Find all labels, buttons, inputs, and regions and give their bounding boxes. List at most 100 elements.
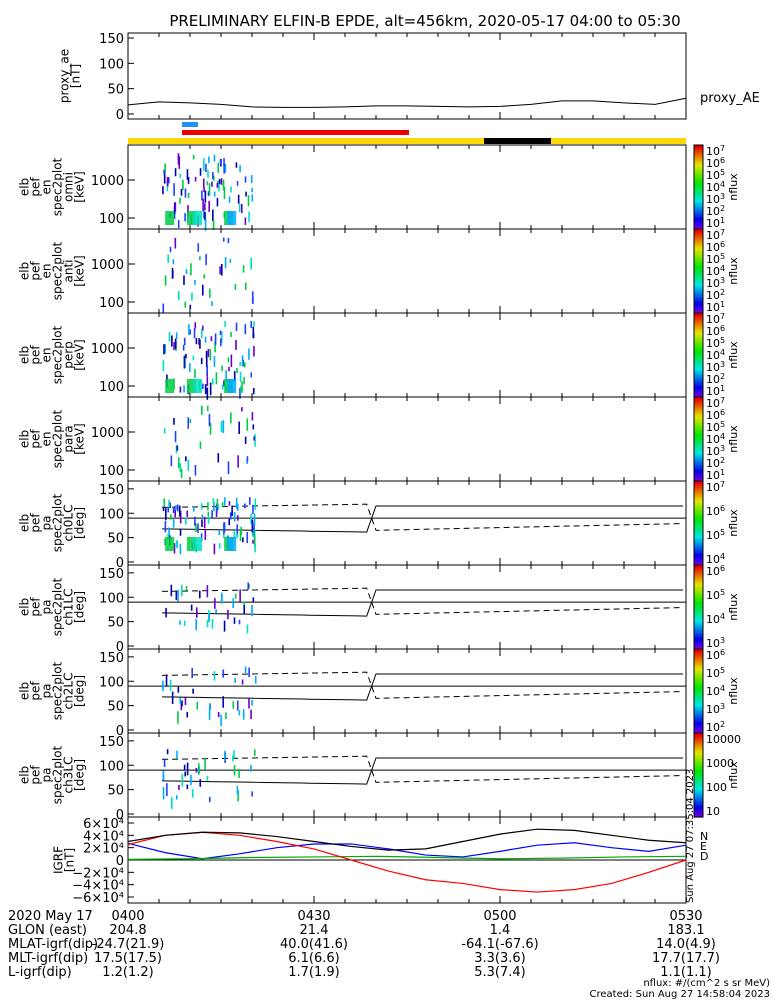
y-axis-label-line: pef [29, 261, 43, 281]
spectrogram-pixel [213, 501, 215, 512]
spectrogram-pixel [242, 265, 245, 273]
colorbar-swatch [694, 508, 703, 511]
colorbar-swatch [694, 245, 703, 249]
spectrogram-pixel [204, 528, 207, 540]
colorbar-swatch [694, 525, 703, 528]
colorbar-swatch [694, 329, 703, 333]
colorbar-swatch [694, 632, 703, 635]
spectrogram-band [193, 379, 203, 393]
y-axis-label-line: elb [18, 262, 32, 280]
spectrogram-pixel [180, 704, 183, 711]
colorbar-swatch [694, 268, 703, 272]
colorbar-swatch [694, 262, 703, 266]
colorbar-tick-label: 102 [706, 456, 725, 470]
tick-base: 10 [706, 469, 720, 482]
colorbar-swatch [694, 443, 703, 446]
spectrogram-pixel [177, 711, 179, 724]
y-axis-label-line: ch1LC [62, 589, 76, 626]
tick-base: 10 [706, 241, 720, 254]
spectrogram-pixel [186, 510, 189, 517]
y-axis-label-line: elb [18, 430, 32, 448]
spectrogram-pixel [173, 342, 175, 350]
colorbar-swatch [694, 651, 703, 654]
y-axis-label-line: pef [29, 597, 43, 617]
tick-base: 10 [706, 703, 720, 716]
colorbar-swatch [694, 638, 703, 642]
colorbar-swatch [694, 672, 703, 675]
y-tick-label: 150 [99, 567, 124, 582]
spectrogram-pixel [239, 531, 242, 541]
tick-exponent: 5 [720, 252, 725, 261]
spectrogram-pixel [214, 598, 216, 609]
spectrogram-pixel [176, 445, 179, 451]
spectrogram-pixel [244, 666, 247, 673]
spectrogram-pixel [186, 169, 189, 180]
y-axis-label-line: [deg] [73, 507, 87, 539]
tick-base: 10 [706, 457, 720, 470]
colorbar-swatch [694, 602, 703, 606]
colorbar-swatch [694, 306, 703, 310]
colorbar-swatch [694, 649, 703, 652]
colorbar-swatch [694, 770, 703, 774]
spectrogram-pixel [190, 263, 192, 276]
spectrogram-pixel [232, 598, 234, 608]
tick-exponent: 6 [720, 408, 725, 417]
spectrogram-pixel [234, 284, 237, 290]
tick-exponent: 3 [720, 192, 725, 201]
spectrogram-pixel [224, 321, 226, 328]
colorbar-swatch [694, 665, 703, 669]
colorbar-swatch [694, 516, 703, 520]
colorbar-tick-label: 101 [706, 216, 725, 230]
y-tick-label: 150 [99, 483, 124, 498]
spectrogram-pixel [163, 344, 165, 355]
spectrogram-pixel [168, 177, 170, 184]
spectrogram-pixel [163, 169, 165, 175]
y-axis-label-line: pa [40, 684, 54, 699]
spectrogram-pixel [185, 456, 187, 462]
spectrogram-pixel [207, 191, 210, 197]
colorbar-swatch [694, 814, 703, 818]
spectrogram-pixel [201, 405, 203, 416]
spectrogram-pixel [182, 179, 184, 190]
colorbar-swatch [694, 241, 703, 245]
spectrogram-pixel [223, 380, 225, 387]
black-segment [484, 138, 551, 144]
spectrogram-pixel [236, 785, 239, 795]
colorbar-swatch [694, 581, 703, 585]
y-axis-label-line: proxy_ae [58, 49, 72, 103]
spectrogram-pixel [204, 203, 206, 211]
colorbar-tick-label: 100 [706, 781, 727, 794]
colorbar-swatch [694, 697, 703, 700]
colorbar-swatch [694, 703, 703, 707]
colorbar-swatch [694, 313, 703, 316]
y-axis-label-line: elb [18, 346, 32, 364]
spectrogram-pixel [243, 605, 246, 615]
colorbar-swatch [694, 579, 703, 583]
spectrogram-pixel [183, 337, 186, 346]
y-tick-label: 150 [99, 735, 124, 750]
spectrogram-pixel [251, 519, 254, 533]
spectrogram-pixel [252, 387, 255, 395]
colorbar-frame [693, 732, 704, 818]
tick-base: 10 [706, 265, 720, 278]
spectrogram-pixel [229, 258, 232, 264]
spectrogram-pixel [236, 524, 239, 537]
spectrogram-pixel [179, 697, 182, 704]
colorbar-swatch [694, 758, 703, 761]
colorbar-swatch [694, 378, 703, 381]
colorbar-swatch [694, 363, 703, 367]
colorbar-tick-label: 105 [706, 336, 725, 350]
y-axis-label-line: [deg] [73, 591, 87, 623]
spectrogram-pixel [254, 675, 257, 684]
tick-base: 10 [706, 325, 720, 338]
footnote: nflux: #/(cm^2 s sr MeV) [643, 978, 770, 989]
spectrogram-pixel [224, 163, 227, 173]
spectrogram-pixel [234, 593, 237, 599]
spectrogram-pixel [179, 529, 182, 536]
colorbar-swatch [694, 455, 703, 459]
